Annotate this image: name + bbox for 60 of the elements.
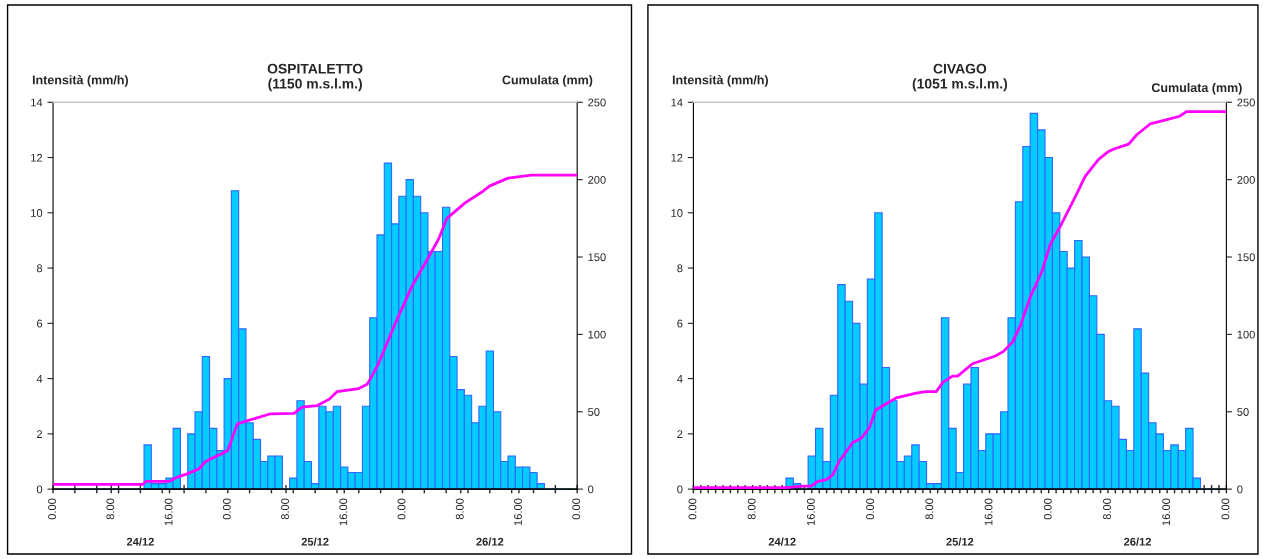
y2-tick-label: 0 bbox=[588, 485, 594, 494]
x-tick-label: 16.00 bbox=[514, 498, 522, 526]
y-tick-label: 0 bbox=[677, 485, 683, 494]
y2-tick-label: 150 bbox=[588, 253, 606, 262]
x-tick-label: 16.00 bbox=[1162, 498, 1171, 526]
y-tick-label: 8 bbox=[677, 264, 683, 273]
y2-tick-label: 0 bbox=[1237, 485, 1243, 494]
y2-axis-title: Cumulata (mm) bbox=[502, 75, 593, 87]
text: 26/12 bbox=[1124, 537, 1151, 546]
x-tick-label: 0.00 bbox=[688, 498, 697, 520]
x-tick-label: 8.00 bbox=[1103, 498, 1111, 520]
y2-tick-label: 200 bbox=[588, 175, 606, 184]
y-tick-label: 12 bbox=[671, 153, 683, 162]
x-tick-label: 0.00 bbox=[866, 498, 875, 520]
chart-title: CIVAGO (1051 m.s.l.m.) bbox=[912, 63, 1008, 92]
text: 25/12 bbox=[301, 537, 329, 546]
x-tick-label: 8.00 bbox=[106, 498, 115, 520]
y2-tick-label: 50 bbox=[588, 408, 600, 416]
x-tick-label: 8.00 bbox=[455, 498, 464, 520]
x-tick-label: 0.00 bbox=[397, 498, 406, 520]
y-tick-label: 12 bbox=[31, 153, 43, 162]
x-tick-label: 0.00 bbox=[1221, 498, 1230, 520]
x-tick-label: 0.00 bbox=[572, 498, 581, 520]
y-tick-label: 2 bbox=[677, 430, 683, 438]
y-tick-label: 4 bbox=[677, 374, 683, 383]
y-tick-label: 10 bbox=[671, 209, 683, 217]
y-tick-label: 6 bbox=[677, 319, 683, 328]
x-tick-label: 8.00 bbox=[281, 498, 289, 520]
y-axis-title: Intensità (mm/h) bbox=[672, 75, 768, 87]
text: 25/12 bbox=[946, 537, 974, 546]
y2-tick-label: 50 bbox=[1237, 408, 1249, 416]
y2-tick-label: 100 bbox=[588, 330, 606, 339]
y2-tick-label: 250 bbox=[1237, 98, 1255, 107]
x-tick-label: 16.00 bbox=[984, 498, 993, 526]
y-tick-label: 8 bbox=[36, 264, 43, 273]
x-tick-label: 16.00 bbox=[164, 498, 173, 526]
chart-title: OSPITALETTO (1150 m.s.l.m.) bbox=[267, 63, 363, 92]
x-tick-label: 16.00 bbox=[339, 498, 348, 526]
y2-tick-label: 150 bbox=[1237, 253, 1255, 262]
text: 26/12 bbox=[476, 537, 504, 546]
x-tick-label: 0.00 bbox=[1043, 498, 1052, 520]
y2-axis-title: Cumulata (mm) bbox=[1151, 82, 1242, 95]
y-tick-label: 10 bbox=[31, 209, 43, 217]
y2-tick-label: 200 bbox=[1237, 175, 1255, 184]
y2-tick-label: 250 bbox=[588, 98, 606, 107]
x-tick-label: 8.00 bbox=[925, 498, 934, 520]
y-axis-title: Intensità (mm/h) bbox=[32, 75, 128, 87]
x-tick-label: 16.00 bbox=[806, 498, 815, 526]
y2-tick-label: 100 bbox=[1237, 330, 1255, 339]
y-tick-label: 6 bbox=[37, 319, 43, 328]
y-tick-label: 4 bbox=[36, 374, 43, 383]
text: 24/12 bbox=[126, 537, 154, 546]
x-tick-label: 8.00 bbox=[747, 498, 756, 520]
y-tick-label: 14 bbox=[31, 98, 43, 107]
y-tick-label: 14 bbox=[671, 98, 683, 107]
y-tick-label: 0 bbox=[36, 485, 43, 494]
y-tick-label: 2 bbox=[37, 430, 43, 438]
text: 24/12 bbox=[768, 537, 796, 546]
x-tick-label: 0.00 bbox=[222, 498, 231, 520]
x-tick-label: 0.00 bbox=[48, 498, 57, 520]
